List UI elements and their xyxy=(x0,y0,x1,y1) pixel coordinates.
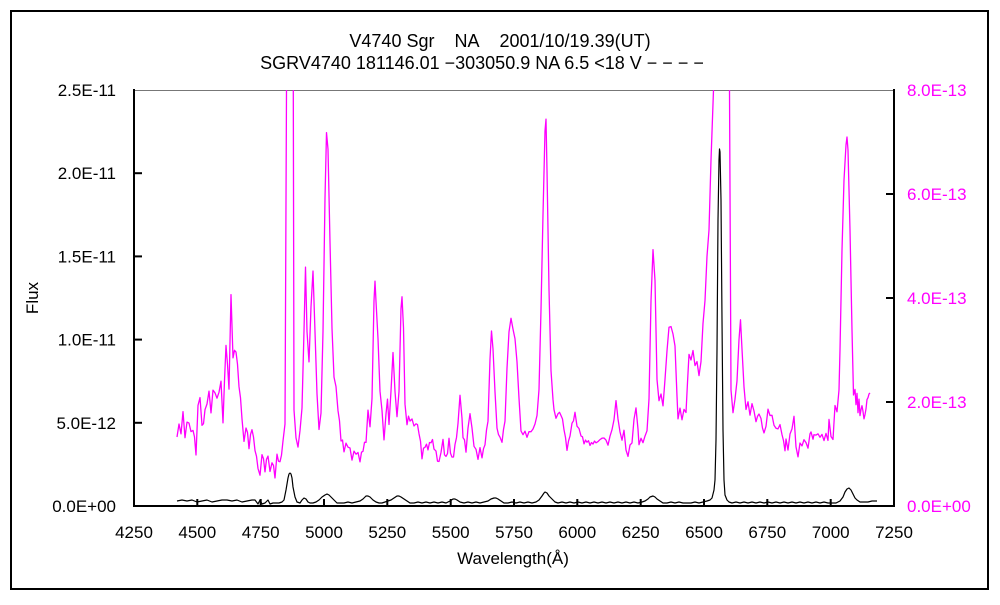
svg-text:4250: 4250 xyxy=(115,523,153,542)
svg-text:6000: 6000 xyxy=(558,523,596,542)
svg-text:V4740 Sgr NA 2001/10/19.: V4740 Sgr NA 2001/10/19.39(UT) xyxy=(349,31,650,51)
svg-text:4750: 4750 xyxy=(242,523,280,542)
svg-text:Wavelength(Å): Wavelength(Å) xyxy=(457,549,569,568)
svg-text:4.0E-13: 4.0E-13 xyxy=(907,289,967,308)
svg-text:0.0E+00: 0.0E+00 xyxy=(52,497,116,516)
svg-text:5000: 5000 xyxy=(305,523,343,542)
svg-text:2.5E-11: 2.5E-11 xyxy=(58,81,116,100)
svg-text:0.0E+00: 0.0E+00 xyxy=(907,497,971,516)
svg-text:7000: 7000 xyxy=(812,523,850,542)
svg-text:1.5E-11: 1.5E-11 xyxy=(58,247,116,266)
svg-text:1.0E-11: 1.0E-11 xyxy=(58,331,116,350)
svg-text:5500: 5500 xyxy=(432,523,470,542)
svg-text:2.0E-11: 2.0E-11 xyxy=(58,164,116,183)
svg-text:7250: 7250 xyxy=(875,523,913,542)
svg-text:SGRV4740 181146.01 −303050.9 N: SGRV4740 181146.01 −303050.9 NA 6.5 <18 … xyxy=(260,53,704,73)
svg-text:6500: 6500 xyxy=(685,523,723,542)
svg-text:6250: 6250 xyxy=(622,523,660,542)
svg-text:2.0E-13: 2.0E-13 xyxy=(907,393,967,412)
svg-text:6750: 6750 xyxy=(748,523,786,542)
svg-text:6.0E-13: 6.0E-13 xyxy=(907,185,967,204)
svg-text:Flux: Flux xyxy=(23,281,42,314)
svg-text:8.0E-13: 8.0E-13 xyxy=(907,81,967,100)
svg-text:5.0E-12: 5.0E-12 xyxy=(56,414,116,433)
svg-text:5750: 5750 xyxy=(495,523,533,542)
svg-text:4500: 4500 xyxy=(178,523,216,542)
svg-text:5250: 5250 xyxy=(368,523,406,542)
